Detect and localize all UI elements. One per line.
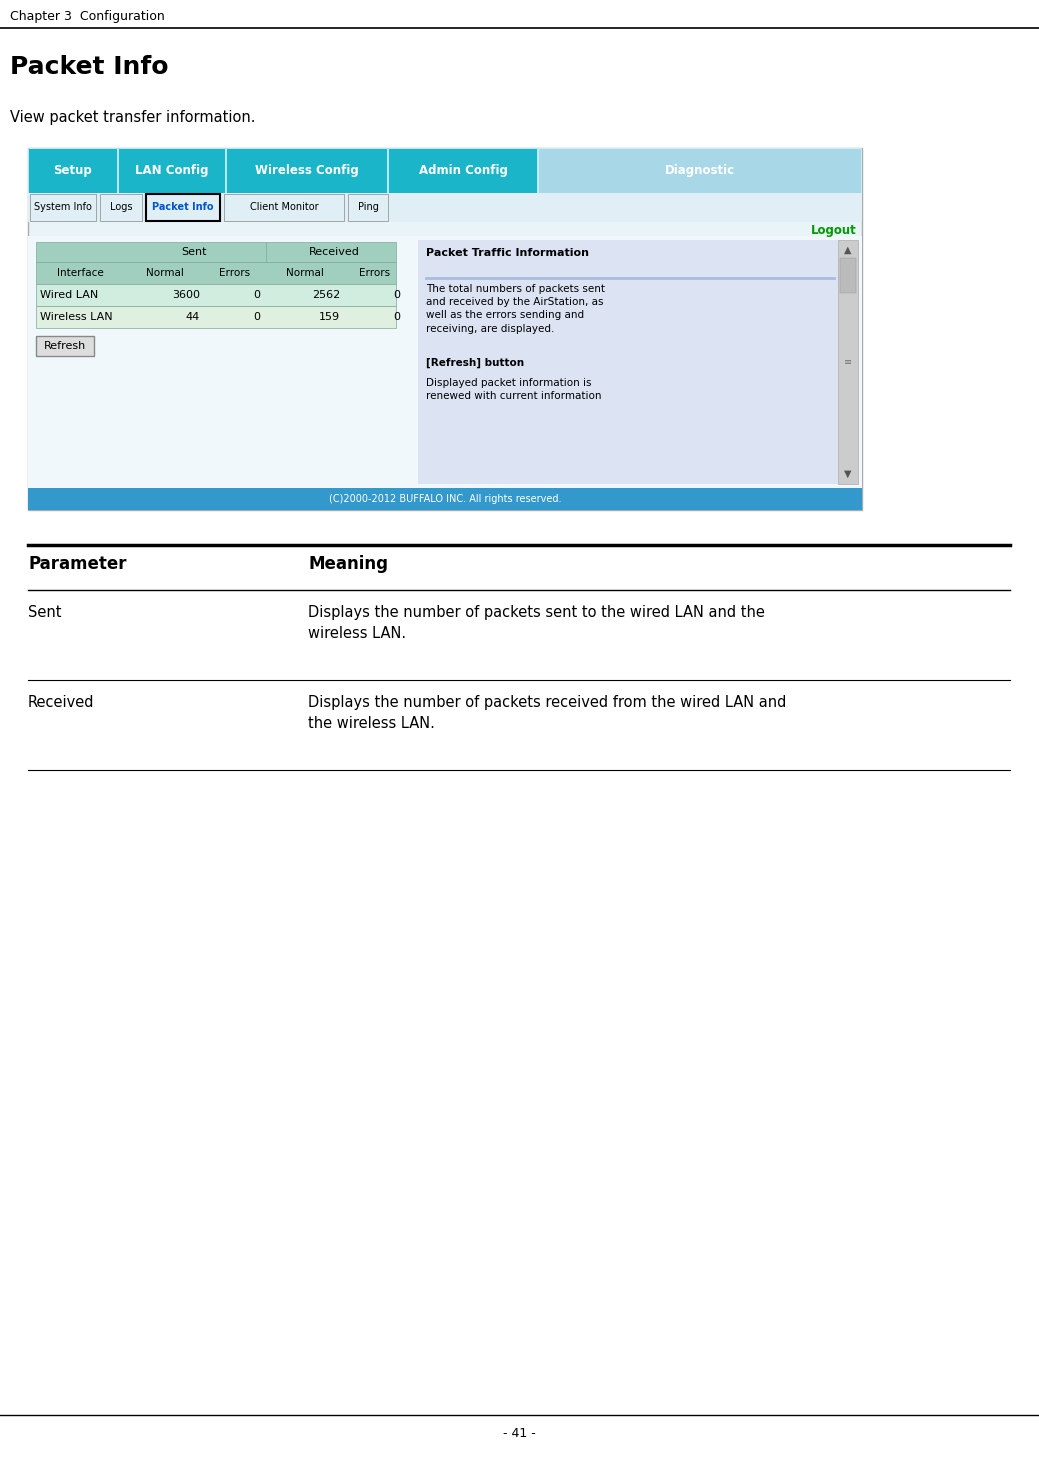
Text: 0: 0 [393,312,400,322]
Bar [100,194,142,220]
Text: Packet Info: Packet Info [10,55,168,79]
Bar [28,193,862,222]
Bar [348,194,388,220]
Text: Errors: Errors [219,268,250,279]
Text: Displays the number of packets received from the wired LAN and
the wireless LAN.: Displays the number of packets received … [308,694,787,731]
Bar [36,285,396,306]
Text: Admin Config: Admin Config [419,163,507,177]
Text: Displayed packet information is
renewed with current information: Displayed packet information is renewed … [426,378,602,401]
Text: [Refresh] button: [Refresh] button [426,357,524,368]
Text: Displays the number of packets sent to the wired LAN and the
wireless LAN.: Displays the number of packets sent to t… [308,605,765,641]
Text: Received: Received [28,694,95,711]
Text: Received: Received [309,247,359,257]
Bar [28,147,862,193]
Bar [146,194,220,220]
Text: Diagnostic: Diagnostic [665,163,735,177]
Text: The total numbers of packets sent
and received by the AirStation, as
well as the: The total numbers of packets sent and re… [426,285,605,334]
Bar [28,147,117,193]
Text: View packet transfer information.: View packet transfer information. [10,109,256,125]
Text: Ping: Ping [357,203,378,213]
Text: ▼: ▼ [845,468,852,479]
Text: 0: 0 [254,290,260,301]
Text: Refresh: Refresh [44,341,86,352]
Text: Packet Info: Packet Info [153,203,214,213]
Text: Meaning: Meaning [308,554,388,573]
Text: (C)2000-2012 BUFFALO INC. All rights reserved.: (C)2000-2012 BUFFALO INC. All rights res… [328,495,561,503]
Text: Wireless Config: Wireless Config [256,163,358,177]
Text: Sent: Sent [28,605,61,620]
Text: Client Monitor: Client Monitor [249,203,318,213]
Text: Interface: Interface [56,268,103,279]
Text: Parameter: Parameter [28,554,127,573]
Text: 159: 159 [319,312,340,322]
Text: ▲: ▲ [845,245,852,255]
Bar [538,147,861,193]
Text: Logs: Logs [110,203,132,213]
Text: - 41 -: - 41 - [503,1427,536,1440]
Text: 2562: 2562 [312,290,340,301]
Bar [28,236,862,487]
Bar [28,147,862,511]
Text: ≡: ≡ [844,357,852,368]
Text: 0: 0 [393,290,400,301]
Bar [838,239,858,484]
Bar [36,306,396,328]
Text: System Info: System Info [34,203,91,213]
Text: Wired LAN: Wired LAN [39,290,99,301]
Text: Normal: Normal [286,268,324,279]
Text: LAN Config: LAN Config [135,163,209,177]
Text: Logout: Logout [811,225,857,236]
Text: Normal: Normal [146,268,184,279]
Bar [36,242,396,263]
Text: 3600: 3600 [172,290,199,301]
Text: Wireless LAN: Wireless LAN [39,312,112,322]
Bar [30,194,96,220]
Text: 44: 44 [186,312,199,322]
Bar [418,239,838,484]
Bar [118,147,225,193]
Text: Sent: Sent [181,247,207,257]
Text: Setup: Setup [54,163,92,177]
Bar [388,147,537,193]
Text: Packet Traffic Information: Packet Traffic Information [426,248,589,258]
Bar [840,258,856,293]
Bar [28,487,862,511]
Text: Chapter 3  Configuration: Chapter 3 Configuration [10,10,165,23]
Bar [36,336,94,356]
Text: Errors: Errors [359,268,391,279]
Text: 0: 0 [254,312,260,322]
Bar [227,147,387,193]
Bar [224,194,344,220]
Bar [36,263,396,285]
